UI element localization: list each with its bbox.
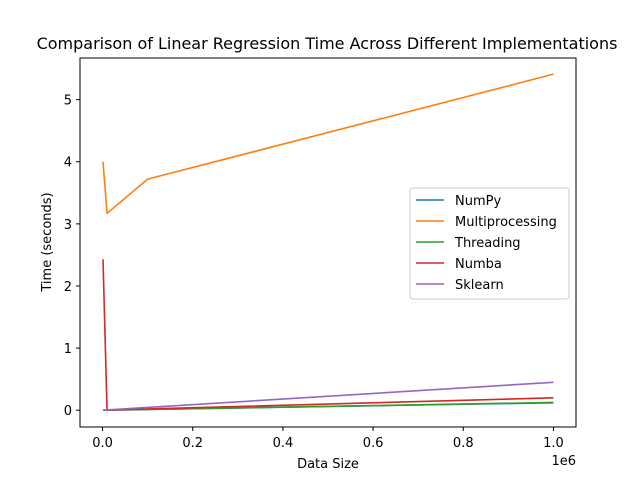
plot-area: [102, 73, 554, 411]
plot-frame: [79, 57, 577, 428]
y-tick-label: 1: [64, 342, 72, 357]
series-line-sklearn: [102, 381, 554, 411]
chart-title: Comparison of Linear Regression Time Acr…: [37, 34, 618, 53]
x-axis-offset-label: 1e6: [551, 454, 576, 469]
x-tick-label: 1.0: [543, 436, 564, 451]
x-tick-label: 0.6: [363, 436, 384, 451]
legend-label-multiprocessing: Multiprocessing: [455, 215, 557, 230]
series-line-numba: [102, 259, 554, 411]
x-tick-label: 0.0: [92, 436, 113, 451]
y-tick-label: 0: [64, 404, 72, 419]
x-tick-label: 0.4: [273, 436, 294, 451]
x-axis-label: Data Size: [297, 457, 359, 472]
legend-box: [409, 187, 570, 300]
x-tick-label: 0.2: [182, 436, 203, 451]
x-axis-ticks: 0.0 0.2 0.4 0.6 0.8 1.0: [92, 427, 564, 451]
y-tick-label: 3: [64, 218, 72, 233]
legend-label-sklearn: Sklearn: [455, 278, 504, 293]
y-axis-label: Time (seconds): [40, 192, 55, 292]
legend: NumPy Multiprocessing Threading Numba Sklear…: [409, 187, 570, 300]
y-tick-label: 2: [64, 280, 72, 295]
y-tick-label: 5: [64, 94, 72, 109]
x-tick-label: 0.8: [453, 436, 474, 451]
legend-label-numpy: NumPy: [455, 194, 501, 209]
y-axis-ticks: 0 1 2 3 4 5: [64, 94, 80, 419]
y-tick-label: 4: [64, 156, 72, 171]
legend-label-threading: Threading: [454, 236, 521, 251]
series-line-multiprocessing: [102, 73, 554, 215]
legend-label-numba: Numba: [455, 257, 502, 272]
